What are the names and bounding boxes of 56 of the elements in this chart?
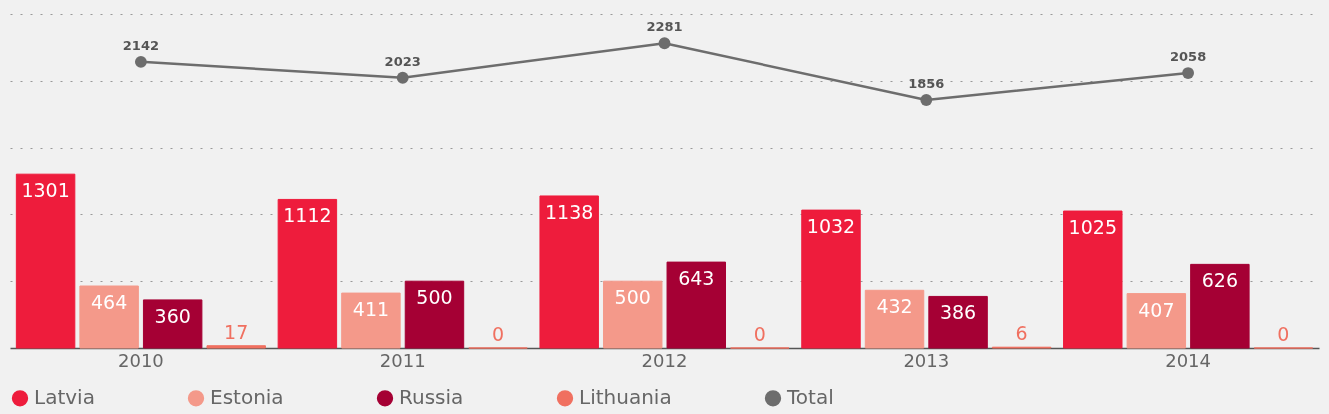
data-label: 432 [876,295,913,318]
data-label: 386 [939,301,977,324]
bar [277,198,338,349]
bar [341,292,401,349]
data-label: 2058 [1170,49,1207,65]
data-label: 1301 [21,179,70,202]
data-label: 2281 [646,19,683,35]
x-tick-label: 2010 [117,349,164,371]
point [658,37,671,50]
bar [603,280,663,349]
bar [1063,210,1123,349]
data-label: 6 [1015,322,1028,345]
x-tick-label: 2014 [1165,349,1212,371]
data-label: 626 [1201,269,1238,292]
bar [864,289,925,349]
point [396,71,409,84]
data-label: 500 [416,286,453,309]
bar [539,195,599,349]
bar [928,295,988,349]
bar [206,345,266,349]
data-label: 17 [224,320,249,343]
data-label: 1112 [283,204,332,227]
bar [142,299,203,349]
x-tick-label: 2011 [379,349,426,371]
data-label: 1856 [908,76,945,92]
data-label: 500 [614,286,651,309]
bar [1190,263,1250,349]
bar [79,285,139,349]
bar [1126,293,1187,349]
bar [15,173,76,349]
bar [666,261,726,349]
point [134,55,147,68]
data-label: 464 [91,291,128,314]
data-label: 360 [154,304,191,327]
legend-label: Total [786,385,834,410]
data-label: 1025 [1068,216,1117,239]
legend-label: Russia [399,385,464,410]
bar [801,209,861,349]
legend-label: Estonia [210,385,284,410]
legend-label: Latvia [34,385,95,410]
data-label: 0 [1277,323,1290,345]
bar [404,280,465,349]
x-tick-label: 2013 [903,349,950,371]
data-label: 0 [491,323,505,345]
data-label: 407 [1138,298,1175,321]
data-label: 411 [352,298,390,321]
point [920,94,933,106]
point [1182,67,1195,79]
data-label: 1032 [806,215,856,238]
data-label: 0 [753,323,766,345]
data-label: 1138 [545,200,594,223]
legend-label: Lithuania [579,385,672,410]
data-label: 2023 [384,53,421,69]
x-tick-label: 2012 [641,349,688,371]
data-label: 643 [678,267,715,290]
data-label: 2142 [122,37,159,53]
